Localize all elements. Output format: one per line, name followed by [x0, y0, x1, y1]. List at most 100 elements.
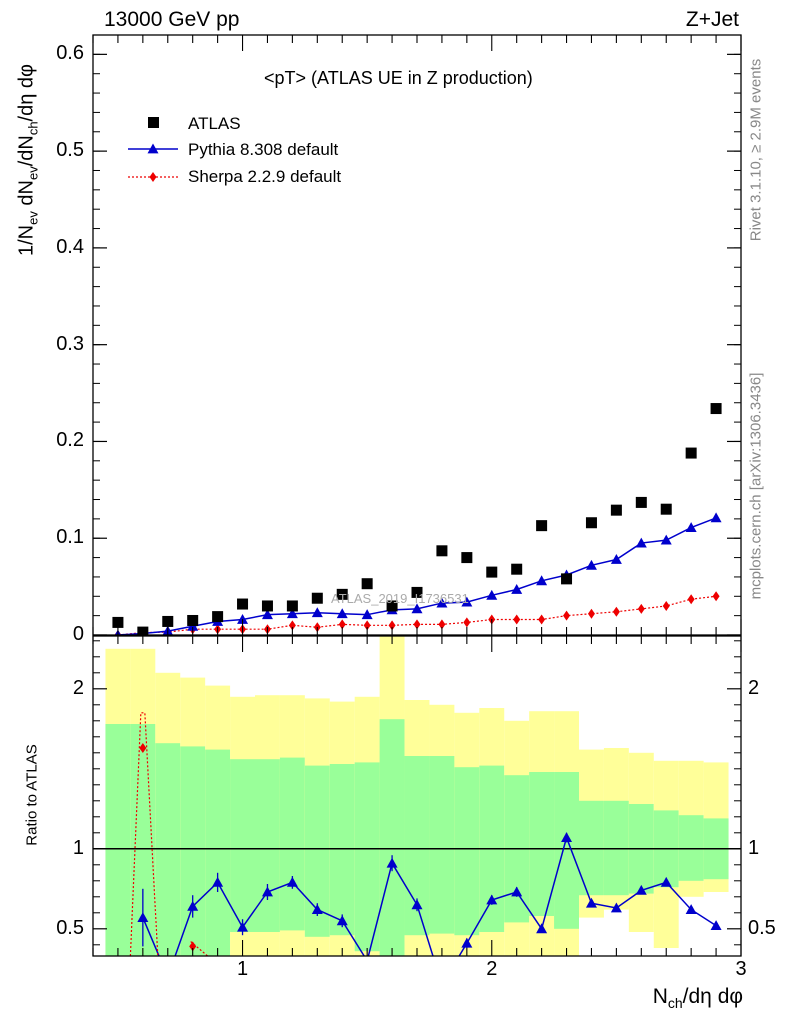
pythia-point — [311, 607, 323, 618]
main-y-axis-label: 1/Nev dNev/dNch/dη dφ — [15, 63, 41, 257]
main-y-tick-label: 0 — [72, 623, 84, 645]
pythia-ratio-point — [561, 832, 573, 842]
pythia-ratio-point — [366, 955, 368, 956]
atlas-point — [635, 496, 647, 508]
ratio-y-tick-label: 0.5 — [56, 916, 84, 939]
atlas-point — [536, 520, 548, 532]
sherpa-point — [388, 620, 396, 631]
band-inner — [180, 746, 206, 956]
pythia-ratio-line — [142, 835, 717, 956]
pythia-ratio-point — [286, 876, 298, 887]
ratio-y-tick-label-right: 2 — [748, 676, 760, 699]
ratio-y-tick-label: 2 — [72, 676, 84, 699]
plot-title: <pT> (ATLAS UE in Z production) — [264, 68, 533, 88]
band-inner — [155, 743, 181, 956]
main-y-tick-label: 0.5 — [56, 139, 84, 162]
band-inner — [105, 724, 131, 956]
atlas-point — [411, 586, 423, 598]
main-series — [112, 403, 722, 635]
pythia-ratio-point — [386, 857, 398, 868]
ratio-uncertainty-bands — [93, 636, 741, 956]
sherpa-point — [587, 608, 595, 619]
pythia-ratio-point — [685, 904, 697, 914]
atlas-point — [660, 503, 672, 515]
atlas-point — [511, 563, 523, 575]
band-inner — [329, 764, 355, 936]
pythia-point — [436, 597, 448, 608]
legend-label-atlas: ATLAS — [188, 114, 241, 133]
atlas-point — [261, 600, 273, 612]
legend — [128, 117, 178, 182]
pythia-ratio-point — [411, 899, 423, 910]
sherpa-point — [338, 619, 346, 630]
pythia-point — [660, 534, 672, 545]
sherpa-point — [612, 606, 620, 617]
pythia-ratio-point — [237, 921, 249, 932]
atlas-point — [685, 447, 697, 459]
sherpa-point — [413, 619, 421, 630]
atlas-point — [361, 578, 373, 590]
pythia-ratio-point — [511, 886, 523, 897]
atlas-point — [112, 616, 124, 628]
legend-sherpa-marker — [149, 172, 157, 182]
rivet-label: Rivet 3.1.10, ≥ 2.9M events — [747, 58, 765, 242]
sherpa-ratio-point — [139, 743, 147, 753]
sherpa-ratio-line — [129, 712, 159, 956]
pythia-point — [710, 512, 722, 523]
legend-atlas-marker — [148, 117, 159, 128]
pythia-ratio-point — [436, 979, 447, 989]
pythia-ratio-point — [660, 876, 672, 887]
main-y-tick-label: 0.1 — [56, 526, 84, 549]
pythia-ratio-point — [137, 912, 149, 922]
band-inner — [379, 719, 405, 956]
pythia-point — [237, 614, 249, 624]
sherpa-point — [438, 619, 446, 630]
pythia-ratio-point — [336, 915, 348, 926]
band-inner — [279, 757, 305, 931]
pythia-point — [585, 559, 597, 570]
atlas-point — [486, 566, 498, 578]
band-inner — [255, 759, 280, 932]
pythia-point — [511, 584, 523, 594]
main-y-tick-label: 0.6 — [56, 42, 84, 65]
sherpa-point — [513, 614, 521, 625]
main-y-tick-label: 0.4 — [56, 235, 84, 258]
pythia-ratio-point — [710, 920, 722, 930]
band-inner — [603, 800, 629, 896]
atlas-point — [585, 517, 597, 529]
pythia-point — [536, 575, 548, 586]
sherpa-point — [538, 614, 546, 625]
pythia-ratio-point — [585, 897, 597, 908]
atlas-point — [461, 552, 473, 564]
pythia-ratio-point — [162, 971, 173, 981]
header-left: 13000 GeV pp — [104, 8, 240, 31]
pythia-ratio-point — [536, 923, 548, 934]
main-y-tick-label: 0.3 — [56, 332, 84, 355]
legend-pythia-marker — [147, 143, 159, 154]
header-right: Z+Jet — [685, 8, 739, 31]
x-tick-label: 3 — [735, 958, 747, 980]
band-inner — [678, 815, 704, 881]
pythia-point — [461, 596, 473, 607]
pythia-point — [486, 589, 498, 600]
atlas-point — [187, 614, 199, 626]
band-inner — [454, 767, 480, 936]
band-inner — [354, 762, 380, 952]
band-inner — [429, 756, 455, 934]
pythia-point — [411, 603, 423, 614]
atlas-point — [610, 504, 622, 516]
atlas-point — [561, 573, 573, 585]
band-inner — [230, 759, 255, 932]
pythia-point — [361, 609, 373, 620]
ratio-y-tick-label-right: 1 — [748, 836, 760, 859]
atlas-point — [162, 615, 174, 627]
pythia-ratio-point — [187, 900, 199, 911]
pythia-point — [261, 609, 273, 620]
legend-label-pythia: Pythia 8.308 default — [188, 140, 339, 159]
pythia-point — [336, 608, 348, 619]
pythia-point — [635, 537, 647, 548]
sherpa-ratio-point — [189, 941, 197, 952]
pythia-point — [286, 608, 298, 619]
atlas-point — [386, 600, 398, 612]
x-tick-label: 2 — [486, 958, 498, 980]
